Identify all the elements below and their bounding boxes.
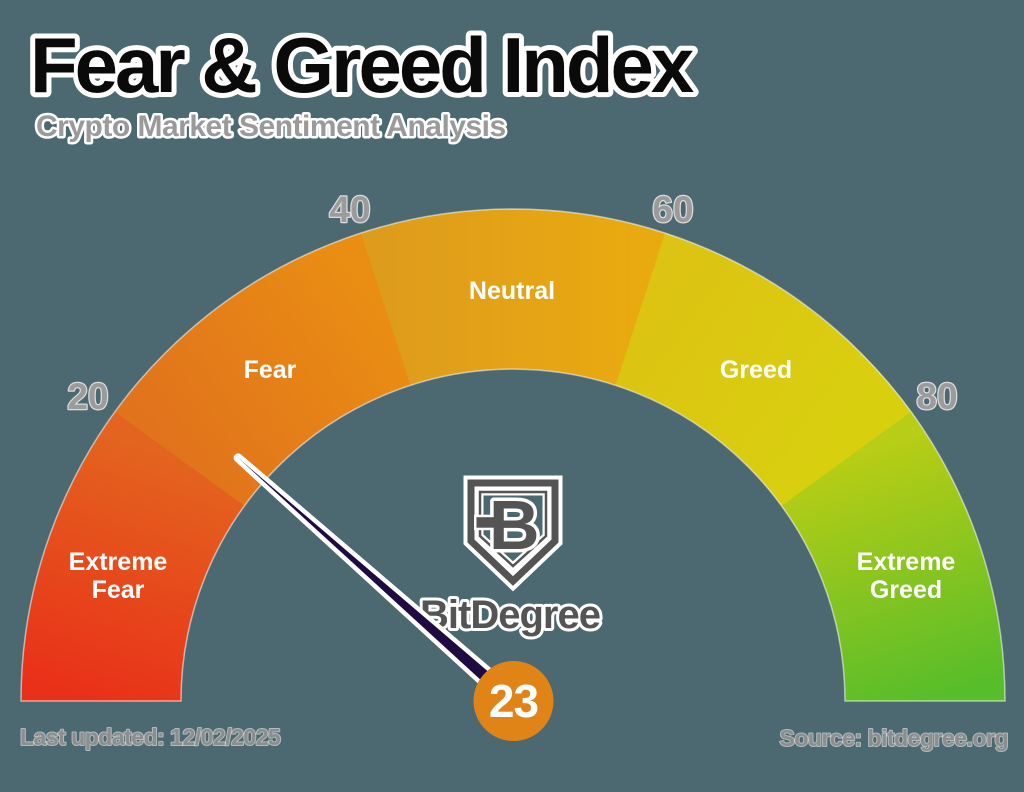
tick-label-20: 20 (67, 376, 108, 417)
tick-label-80: 80 (916, 376, 957, 417)
gauge-segment-greed (615, 233, 917, 511)
segment-label-neutral: Neutral (469, 277, 555, 305)
logo-wordmark: BitDegree (420, 593, 600, 637)
needle-pivot (473, 661, 554, 741)
logo-b-crossbar-overlay (476, 517, 504, 528)
tick-label-60: 60 (652, 189, 693, 230)
gauge-segment-labels: Extreme Fear Fear Neutral Greed Extreme … (69, 277, 956, 604)
last-updated-text: Last updated: 12/02/2025 (20, 724, 281, 750)
source-text: Source: bitdegree.org (780, 725, 1008, 751)
segment-label-extreme-fear-line2: Fear (92, 576, 145, 604)
segment-label-fear: Fear (244, 356, 297, 384)
bitdegree-logo: B BitDegree (417, 475, 604, 640)
segment-label-extreme-fear-line1: Extreme (69, 548, 168, 576)
gauge-value: 23 (489, 675, 538, 727)
segment-label-extreme-greed-line1: Extreme (857, 548, 956, 576)
gauge-segment-fear (115, 230, 416, 506)
bitdegree-shield-icon: B (463, 475, 563, 592)
tick-label-40: 40 (329, 189, 370, 230)
gauge: 20 40 60 80 Extreme Fear Fear Neutral Gr… (20, 188, 1006, 702)
segment-label-extreme-greed-line2: Greed (870, 576, 942, 604)
gauge-segment-extreme-fear (21, 404, 248, 701)
gauge-outline (20, 208, 1006, 702)
gauge-segment-neutral (361, 209, 674, 388)
page-title: Fear & Greed Index (30, 21, 694, 109)
gauge-tick-labels: 20 40 60 80 (66, 188, 959, 419)
segment-label-greed: Greed (720, 356, 792, 384)
gauge-needle (233, 453, 521, 710)
page-subtitle: Crypto Market Sentiment Analysis (36, 110, 506, 143)
